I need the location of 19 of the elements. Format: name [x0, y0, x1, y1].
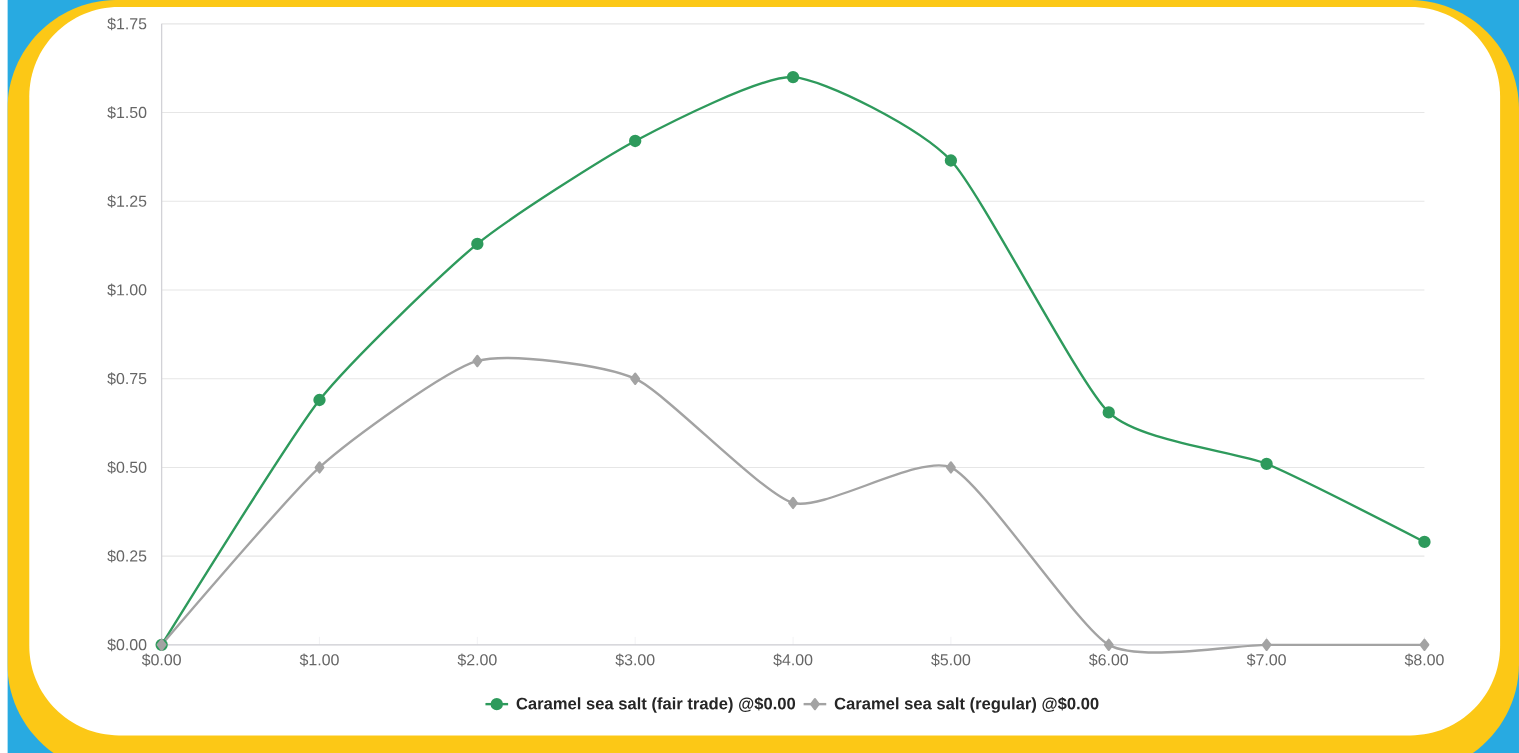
x-tick-label: $5.00 [931, 653, 971, 667]
x-tick-label: $8.00 [1404, 653, 1444, 667]
x-tick-label: $6.00 [1089, 653, 1129, 667]
y-tick-label: $0.25 [107, 549, 147, 563]
y-tick-label: $0.00 [107, 638, 147, 652]
legend-label: Caramel sea salt (fair trade) @$0.00 [516, 696, 796, 713]
x-tick-label: $0.00 [141, 653, 181, 667]
y-tick-label: $1.75 [107, 17, 147, 31]
y-tick-label: $1.50 [107, 105, 147, 119]
x-tick-label: $3.00 [615, 653, 655, 667]
y-tick-label: $0.75 [107, 372, 147, 385]
y-tick-label: $1.25 [107, 194, 147, 208]
x-tick-label: $1.00 [299, 653, 339, 667]
x-tick-label: $4.00 [773, 653, 813, 667]
y-tick-label: $1.00 [107, 283, 147, 297]
x-tick-label: $7.00 [1246, 653, 1286, 667]
legend-label: Caramel sea salt (regular) @$0.00 [834, 696, 1099, 713]
y-tick-label: $0.50 [107, 460, 147, 474]
x-tick-label: $2.00 [457, 653, 497, 667]
